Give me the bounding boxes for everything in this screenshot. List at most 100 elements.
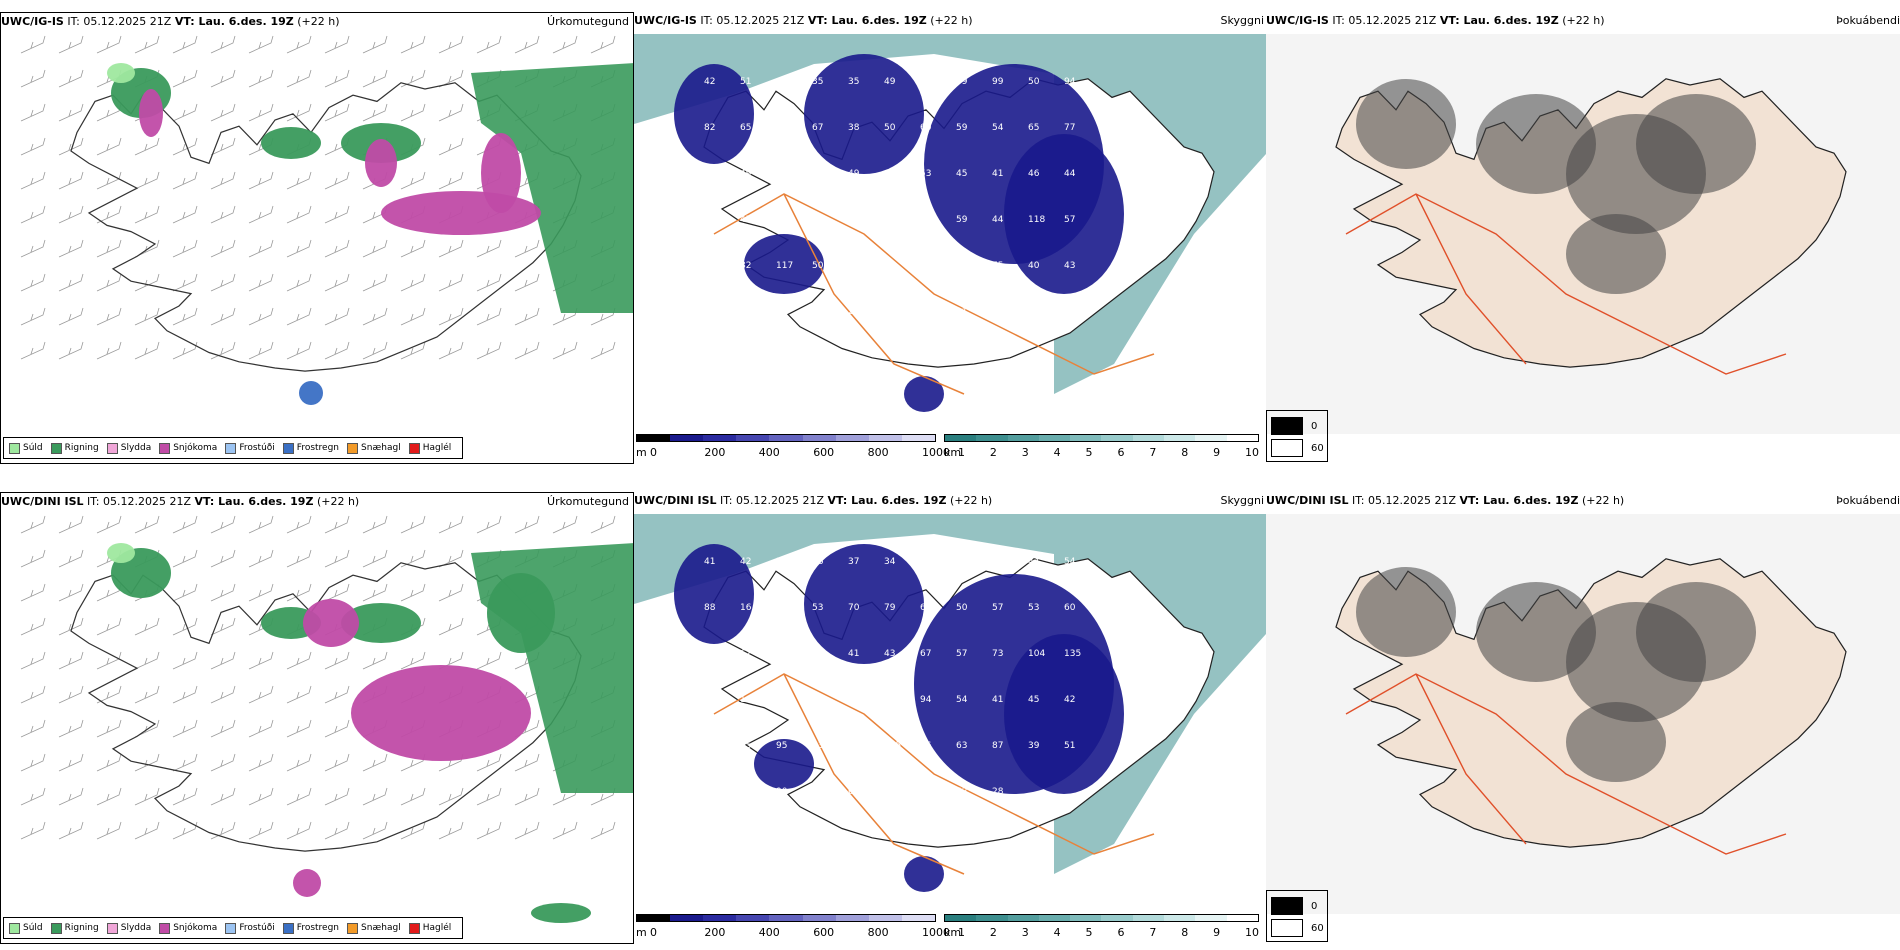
wind-barb xyxy=(210,549,236,568)
colorbar-tick-label: 3 xyxy=(1021,926,1029,939)
cloud-base-label: 41 xyxy=(848,649,859,659)
wind-barb xyxy=(286,821,312,840)
wind-barb xyxy=(400,273,426,292)
wind-barb xyxy=(324,35,350,54)
panel-header: UWC/IG-IS IT: 05.12.2025 21Z VT: Lau. 6.… xyxy=(1266,12,1900,30)
cloud-base-label: 67 xyxy=(920,649,931,659)
cloud-base-label: 63 xyxy=(920,215,931,225)
wind-barb xyxy=(134,685,160,704)
wind-barb xyxy=(476,515,502,534)
cloud-base-label: 53 xyxy=(1028,603,1039,613)
colorbar-segment xyxy=(1101,915,1133,921)
wind-barb xyxy=(362,103,388,122)
wind-barb xyxy=(172,35,198,54)
cloud-base-label: 99 xyxy=(992,77,1004,87)
cloud-base-area xyxy=(904,376,944,412)
cloud-base-label: 59 xyxy=(956,123,968,133)
cloud-base-label: 41 xyxy=(992,169,1003,179)
cloud-base-area xyxy=(1004,634,1124,794)
wind-barb xyxy=(248,651,274,670)
legend-label: Súld xyxy=(23,443,43,453)
fog-legend-item: 60 xyxy=(1271,439,1324,457)
cloud-base-label: 42 xyxy=(1064,695,1075,705)
rain-area xyxy=(471,543,633,793)
cloud-base-label: 105 xyxy=(776,695,793,705)
colorbar-segment xyxy=(1164,915,1196,921)
cloud-base-label: 113 xyxy=(740,307,757,317)
fog-panel-row1: UWC/IG-IS IT: 05.12.2025 21Z VT: Lau. 6.… xyxy=(1266,12,1900,464)
wind-barb xyxy=(438,239,464,258)
colorbar-tick-label: 5 xyxy=(1085,446,1093,459)
cloud-base-label: 44 xyxy=(1064,169,1076,179)
legend-item: Rigning xyxy=(50,442,99,454)
cloud-base-label: 70 xyxy=(848,603,860,613)
cloud-base-label: 60 xyxy=(920,123,932,133)
legend-swatch xyxy=(106,922,118,934)
cloud-base-label: 43 xyxy=(884,649,895,659)
wind-barb xyxy=(476,787,502,806)
wind-barb xyxy=(172,341,198,360)
wind-barb xyxy=(210,137,236,156)
lead-time: (+22 h) xyxy=(1581,494,1625,507)
wind-barb xyxy=(172,103,198,122)
cloud-base-label: 82 xyxy=(704,123,715,133)
legend-label: Haglél xyxy=(422,443,452,453)
cloud-base-label: 104 xyxy=(1028,649,1045,659)
wind-barb xyxy=(476,651,502,670)
wind-barb xyxy=(20,787,46,806)
cloud-base-label: 88 xyxy=(704,603,716,613)
visibility-colorbar-strip xyxy=(944,434,1259,442)
wind-barb xyxy=(248,821,274,840)
cloud-base-label: 60 xyxy=(920,261,932,271)
wind-barb xyxy=(96,205,122,224)
wind-barb xyxy=(324,171,350,190)
wind-barb xyxy=(172,821,198,840)
wind-barb xyxy=(362,821,388,840)
wind-barb xyxy=(514,515,540,534)
cloud-base-label: 39 xyxy=(704,741,716,751)
cloud-base-label: 44 xyxy=(1028,557,1040,567)
wind-barb xyxy=(58,171,84,190)
cloud-base-label: 50 xyxy=(812,261,824,271)
wind-barb xyxy=(324,341,350,360)
wind-barb xyxy=(248,103,274,122)
wind-barb xyxy=(324,719,350,738)
colorbar-tick-label: 5 xyxy=(1085,926,1093,939)
cloud-base-label: 65 xyxy=(1028,123,1039,133)
wind-barb xyxy=(438,69,464,88)
legend-item: Frostregn xyxy=(282,922,340,934)
fog-area xyxy=(1356,79,1456,169)
cloud-base-label: 65 xyxy=(740,123,751,133)
cloud-base-label: 53 xyxy=(992,557,1003,567)
wind-barb xyxy=(20,341,46,360)
cloud-base-label: 50 xyxy=(884,123,896,133)
wind-barb xyxy=(552,341,578,360)
legend-item: Rigning xyxy=(50,922,99,934)
cloud-base-label: 35 xyxy=(848,77,859,87)
colorbar-segment xyxy=(703,435,737,441)
lead-time: (+22 h) xyxy=(316,495,360,508)
cloud-base-label: 49 xyxy=(740,169,752,179)
wind-barb xyxy=(438,583,464,602)
wind-barb xyxy=(400,35,426,54)
cloud-base-label: 82 xyxy=(740,261,751,271)
cloud-base-label: 41 xyxy=(704,557,715,567)
wind-barb xyxy=(172,719,198,738)
wind-barb xyxy=(96,617,122,636)
wind-barb xyxy=(438,341,464,360)
wind-barb xyxy=(286,651,312,670)
wind-barb xyxy=(58,719,84,738)
cloud-base-label: 59 xyxy=(704,649,716,659)
wind-barb xyxy=(476,239,502,258)
wind-barb xyxy=(134,171,160,190)
wind-barb xyxy=(286,69,312,88)
cloud-base-label: 59 xyxy=(956,77,968,87)
cloud-base-label: 45 xyxy=(956,169,967,179)
wind-barb xyxy=(20,205,46,224)
cloud-title: Skyggni xyxy=(1220,492,1264,510)
wind-barb xyxy=(476,753,502,772)
wind-barb xyxy=(362,753,388,772)
legend-label: Slydda xyxy=(120,923,152,933)
legend-label: Frostregn xyxy=(296,923,340,933)
legend-item: Slydda xyxy=(106,442,151,454)
